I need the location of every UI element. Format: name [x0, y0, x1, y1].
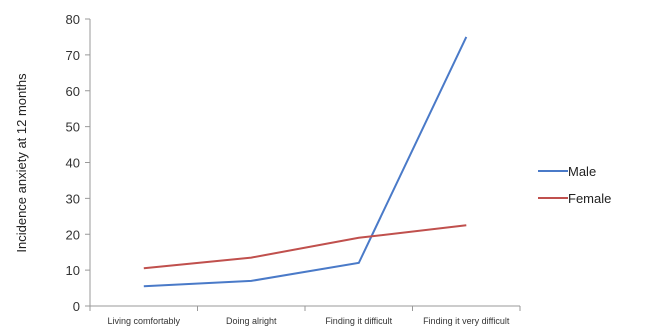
- x-tick-label: Living comfortably: [107, 316, 180, 326]
- y-tick-label: 70: [66, 48, 80, 63]
- y-tick-label: 50: [66, 120, 80, 135]
- y-axis-title: Incidence anxiety at 12 months: [14, 73, 29, 253]
- y-tick-label: 30: [66, 191, 80, 206]
- series-line-male: [143, 36, 468, 288]
- legend: Male Female: [538, 164, 611, 206]
- legend-label-male: Male: [568, 164, 596, 179]
- x-tick-label: Finding it difficult: [325, 316, 392, 326]
- x-tick-label: Finding it very difficult: [423, 316, 510, 326]
- y-tick-label: 10: [66, 263, 80, 278]
- y-tick-label: 80: [66, 12, 80, 27]
- y-tick-label: 40: [66, 156, 80, 171]
- y-axis-label: Incidence anxiety at 12 months: [14, 73, 29, 253]
- x-ticks: Living comfortably Doing alright Finding i…: [89, 306, 521, 326]
- y-tick-label: 60: [66, 84, 80, 99]
- axes: [89, 19, 520, 307]
- y-tick-label: 0: [73, 299, 80, 314]
- y-ticks: 0 10 20 30 40 50 60 70 80: [66, 12, 90, 314]
- legend-label-female: Female: [568, 191, 611, 206]
- series-line-female: [143, 224, 467, 270]
- x-tick-label: Doing alright: [226, 316, 277, 326]
- y-tick-label: 20: [66, 227, 80, 242]
- series-lines: [143, 36, 468, 288]
